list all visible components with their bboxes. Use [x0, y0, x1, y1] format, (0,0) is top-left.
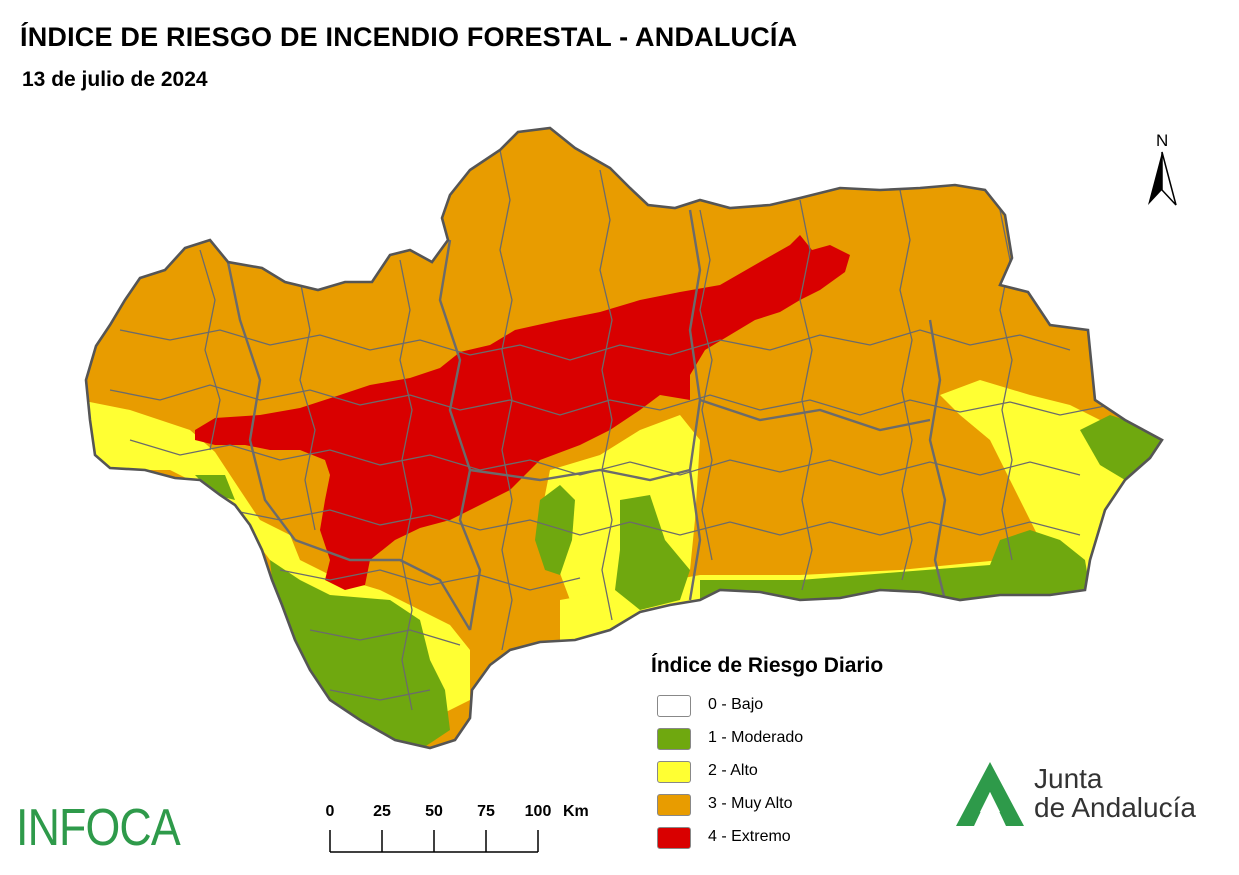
north-arrow-icon: [1148, 151, 1177, 206]
junta-andalucia-logo-icon: [956, 762, 1024, 826]
legend-label: 0 - Bajo: [708, 696, 764, 713]
legend-swatch: [657, 827, 691, 849]
legend-label: 1 - Moderado: [708, 729, 804, 746]
legend-swatch: [657, 761, 691, 783]
scale-tick-label: 75: [477, 803, 495, 820]
legend-label: 4 - Extremo: [708, 828, 791, 845]
risk-zone-moderado-cadiz: [270, 560, 450, 748]
scale-tick-label: 100: [524, 803, 552, 820]
province-boundaries: [226, 209, 947, 631]
municipal-boundaries: [109, 149, 1111, 711]
legend-swatch: [657, 695, 691, 717]
legend-label: 3 - Muy Alto: [708, 795, 793, 812]
scale-bar-unit: Km: [563, 803, 589, 820]
legend-swatch: [657, 794, 691, 816]
legend-title: Índice de Riesgo Diario: [651, 654, 884, 677]
risk-zone-alto-east: [940, 380, 1130, 560]
risk-zone-moderado-subbetica: [535, 485, 575, 575]
north-letter: N: [1156, 131, 1169, 150]
map-date: 13 de julio de 2024: [22, 68, 208, 91]
risk-zone-moderado-huelva: [195, 475, 235, 500]
scale-tick-label: 50: [425, 803, 443, 820]
junta-logo-text-line2: de Andalucía: [1034, 792, 1196, 823]
risk-zone-moderado-malaga: [615, 495, 690, 610]
scale-tick-label: 25: [373, 803, 391, 820]
legend-label: 2 - Alto: [708, 762, 758, 779]
scale-tick-label: 0: [325, 803, 335, 820]
risk-zone-extremo: [195, 235, 850, 590]
legend-swatch: [657, 728, 691, 750]
map-title: ÍNDICE DE RIESGO DE INCENDIO FORESTAL - …: [20, 22, 798, 52]
junta-logo-text-line1: Junta: [1034, 763, 1103, 794]
infoca-logo: INFOCA: [16, 799, 181, 857]
scale-bar: [329, 830, 539, 853]
